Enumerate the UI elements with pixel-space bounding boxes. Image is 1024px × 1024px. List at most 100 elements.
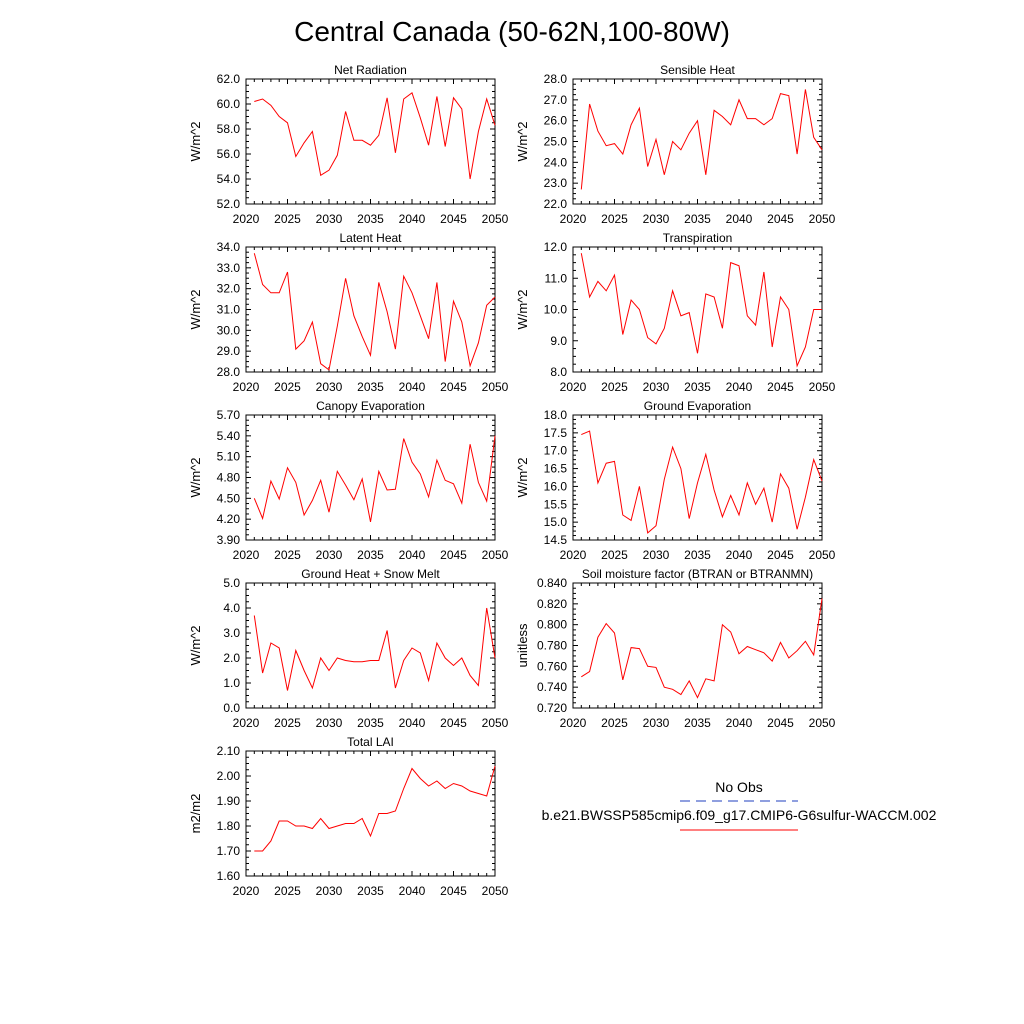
x-tick-label: 2035 bbox=[357, 548, 384, 562]
panel-title: Ground Heat + Snow Melt bbox=[301, 567, 440, 581]
y-tick-label: 33.0 bbox=[217, 261, 241, 275]
x-tick-label: 2020 bbox=[233, 212, 260, 226]
y-tick-label: 9.0 bbox=[550, 334, 567, 348]
x-tick-label: 2050 bbox=[482, 212, 509, 226]
x-tick-label: 2045 bbox=[767, 212, 794, 226]
x-tick-label: 2040 bbox=[399, 716, 426, 730]
panel-ground-evaporation: Ground Evaporation 2020 2025 2030 2035 2040 20… bbox=[515, 399, 836, 562]
y-tick-label: 15.5 bbox=[544, 497, 568, 511]
x-tick-label: 2025 bbox=[601, 380, 628, 394]
x-tick-label: 2025 bbox=[274, 212, 301, 226]
x-tick-label: 2035 bbox=[684, 212, 711, 226]
y-tick-label: 2.10 bbox=[217, 744, 241, 758]
y-axis-label: W/m^2 bbox=[515, 289, 530, 329]
y-tick-label: 56.0 bbox=[217, 147, 241, 161]
x-tick-label: 2040 bbox=[399, 380, 426, 394]
legend: No Obs b.e21.BWSSP585cmip6.f09_g17.CMIP6… bbox=[542, 779, 937, 831]
y-tick-label: 23.0 bbox=[544, 176, 568, 190]
x-tick-label: 2020 bbox=[233, 716, 260, 730]
x-tick-label: 2050 bbox=[809, 380, 836, 394]
y-tick-label: 22.0 bbox=[544, 197, 568, 211]
x-tick-label: 2025 bbox=[601, 716, 628, 730]
y-tick-label: 18.0 bbox=[544, 408, 568, 422]
y-tick-label: 4.20 bbox=[217, 512, 241, 526]
y-tick-label: 2.00 bbox=[217, 769, 241, 783]
x-tick-label: 2020 bbox=[233, 884, 260, 898]
y-tick-label: 54.0 bbox=[217, 172, 241, 186]
panels-group: Net Radiation 2020 2025 2030 2035 2040 2045 205… bbox=[188, 63, 836, 898]
y-tick-label: 32.0 bbox=[217, 282, 241, 296]
x-tick-label: 2050 bbox=[809, 548, 836, 562]
y-tick-label: 15.0 bbox=[544, 515, 568, 529]
y-tick-label: 2.0 bbox=[223, 651, 240, 665]
y-axis-label: m2/m2 bbox=[188, 794, 203, 834]
x-tick-label: 2040 bbox=[726, 716, 753, 730]
x-tick-label: 2035 bbox=[357, 716, 384, 730]
x-tick-label: 2040 bbox=[726, 380, 753, 394]
y-tick-label: 4.80 bbox=[217, 471, 241, 485]
y-tick-label: 5.40 bbox=[217, 429, 241, 443]
panel-canopy-evaporation: Canopy Evaporation 2020 2025 2030 2035 2040 20… bbox=[188, 399, 509, 562]
series-line-ground-evaporation bbox=[581, 430, 823, 534]
y-tick-label: 12.0 bbox=[544, 240, 568, 254]
y-tick-label: 1.60 bbox=[217, 869, 241, 883]
x-tick-label: 2020 bbox=[233, 548, 260, 562]
panel-latent-heat: Latent Heat 2020 2025 2030 2035 2040 2045 2050 2… bbox=[188, 231, 509, 394]
y-tick-label: 14.5 bbox=[544, 533, 568, 547]
x-tick-label: 2045 bbox=[440, 548, 467, 562]
y-tick-label: 0.820 bbox=[537, 597, 567, 611]
x-tick-label: 2040 bbox=[399, 884, 426, 898]
y-axis-label: W/m^2 bbox=[515, 121, 530, 161]
series-line-total-lai bbox=[254, 765, 496, 852]
series-line-transpiration bbox=[580, 253, 822, 368]
x-tick-label: 2025 bbox=[274, 380, 301, 394]
series-line-net-radiation bbox=[254, 91, 496, 180]
y-tick-label: 27.0 bbox=[544, 93, 568, 107]
x-tick-label: 2035 bbox=[684, 380, 711, 394]
y-tick-label: 0.840 bbox=[537, 576, 567, 590]
legend-label-model: b.e21.BWSSP585cmip6.f09_g17.CMIP6-G6sulf… bbox=[542, 807, 937, 823]
x-tick-label: 2035 bbox=[357, 212, 384, 226]
y-tick-label: 25.0 bbox=[544, 135, 568, 149]
x-tick-label: 2035 bbox=[684, 548, 711, 562]
y-tick-label: 28.0 bbox=[544, 72, 568, 86]
x-tick-label: 2050 bbox=[482, 716, 509, 730]
y-tick-label: 60.0 bbox=[217, 97, 241, 111]
x-tick-label: 2030 bbox=[316, 212, 343, 226]
x-tick-label: 2030 bbox=[643, 548, 670, 562]
y-axis-label: W/m^2 bbox=[188, 121, 203, 161]
series-line-soil-moisture-factor-btran-or-btranmn bbox=[581, 598, 823, 699]
panel-title: Soil moisture factor (BTRAN or BTRANMN) bbox=[582, 567, 813, 581]
panel-total-lai: Total LAI 2020 2025 2030 2035 2040 2045 2050 1.6… bbox=[188, 735, 509, 898]
x-tick-label: 2020 bbox=[560, 716, 587, 730]
x-tick-label: 2045 bbox=[440, 716, 467, 730]
y-tick-label: 62.0 bbox=[217, 72, 241, 86]
legend-label-obs: No Obs bbox=[715, 779, 762, 795]
x-tick-label: 2035 bbox=[357, 884, 384, 898]
y-axis-label: W/m^2 bbox=[515, 457, 530, 497]
y-tick-label: 0.800 bbox=[537, 618, 567, 632]
panel-net-radiation: Net Radiation 2020 2025 2030 2035 2040 2045 205… bbox=[188, 63, 509, 226]
y-tick-label: 58.0 bbox=[217, 122, 241, 136]
y-tick-label: 17.5 bbox=[544, 426, 568, 440]
y-tick-label: 30.0 bbox=[217, 323, 241, 337]
y-tick-label: 0.740 bbox=[537, 680, 567, 694]
y-tick-label: 0.0 bbox=[223, 701, 240, 715]
y-tick-label: 10.0 bbox=[544, 303, 568, 317]
x-tick-label: 2025 bbox=[274, 716, 301, 730]
panel-sensible-heat: Sensible Heat 2020 2025 2030 2035 2040 2045 205… bbox=[515, 63, 836, 226]
y-tick-label: 1.0 bbox=[223, 676, 240, 690]
x-tick-label: 2030 bbox=[643, 716, 670, 730]
y-tick-label: 0.780 bbox=[537, 639, 567, 653]
panel-title: Ground Evaporation bbox=[644, 399, 751, 413]
y-tick-label: 24.0 bbox=[544, 155, 568, 169]
y-tick-label: 11.0 bbox=[545, 271, 568, 285]
y-tick-label: 8.0 bbox=[550, 365, 567, 379]
y-axis-label: W/m^2 bbox=[188, 625, 203, 665]
x-tick-label: 2030 bbox=[316, 884, 343, 898]
x-tick-label: 2025 bbox=[274, 548, 301, 562]
figure-title: Central Canada (50-62N,100-80W) bbox=[294, 16, 730, 47]
y-tick-label: 1.70 bbox=[217, 844, 241, 858]
panel-title: Total LAI bbox=[347, 735, 394, 749]
